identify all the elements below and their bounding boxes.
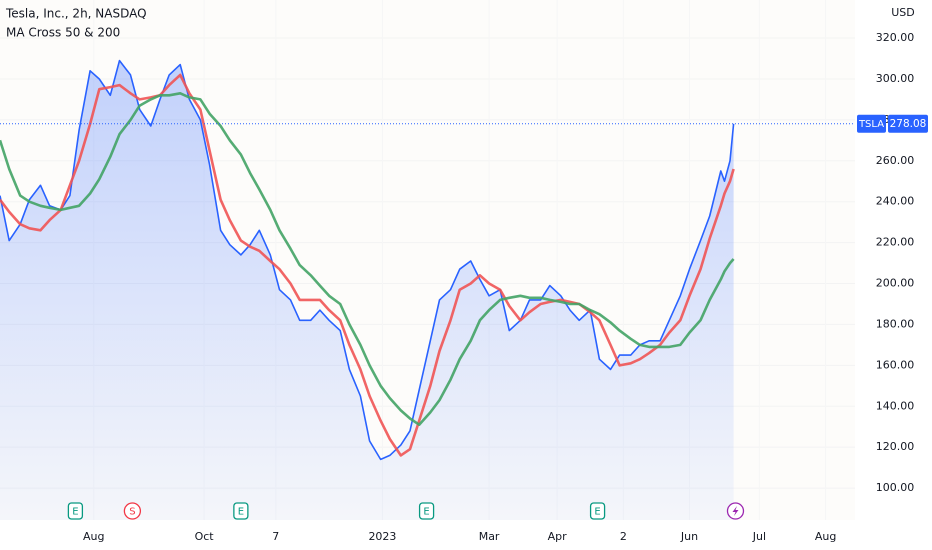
event-label: E [238,507,244,518]
event-badge [123,502,142,520]
axes: 100.00 120.00 140.00 160.00 180.00 200.00 220.… [83,31,928,543]
symbol-tag [857,114,886,133]
y-tick-label: 120.00 [876,440,915,453]
y-tick-label: 140.00 [876,399,915,412]
x-tick-label: 2 [620,530,627,543]
event-badge [67,502,84,520]
y-tick-label: 160.00 [876,358,915,371]
ma-line [0,92,735,426]
y-tick-label: 300.00 [876,72,915,85]
x-tick-label: Jul [752,530,766,543]
price-area [0,60,734,520]
currency-label: USD [891,6,915,19]
event-label: E [594,507,600,518]
event-badge [418,502,435,520]
x-tick-label: Oct [195,530,215,543]
y-tick-label: 100.00 [876,481,915,494]
symbol-tag-label: TSLA [858,119,884,130]
event-label: E [423,507,429,518]
x-tick-label: 7 [272,530,279,543]
event-icon [732,506,739,516]
y-tick-label: 240.00 [876,195,915,208]
x-tick-label: 2023 [368,530,396,543]
y-tick-label: 320.00 [876,31,915,44]
event-badge [233,502,249,520]
x-tick-label: Mar [479,530,500,543]
event-badge [589,502,606,520]
event-label: E [72,507,78,518]
price-tag-label: 278.08 [890,118,927,130]
x-tick-label: Aug [83,530,104,543]
x-tick-label: Apr [548,530,568,543]
y-tick-label: 180.00 [876,317,915,330]
price-tag [888,114,928,133]
y-tick-label: 200.00 [876,277,915,290]
price-line [0,59,735,461]
x-tick-label: Aug [815,530,836,543]
y-tick-label: 260.00 [876,154,915,167]
y-tick-label: 220.00 [876,236,915,249]
indicator-label: MA Cross 50 & 200 [6,26,120,40]
event-label: S [129,507,135,518]
chart-title: Tesla, Inc., 2h, NASDAQ [5,7,147,21]
ma-line [0,73,735,457]
x-tick-label: Jun [680,530,698,543]
